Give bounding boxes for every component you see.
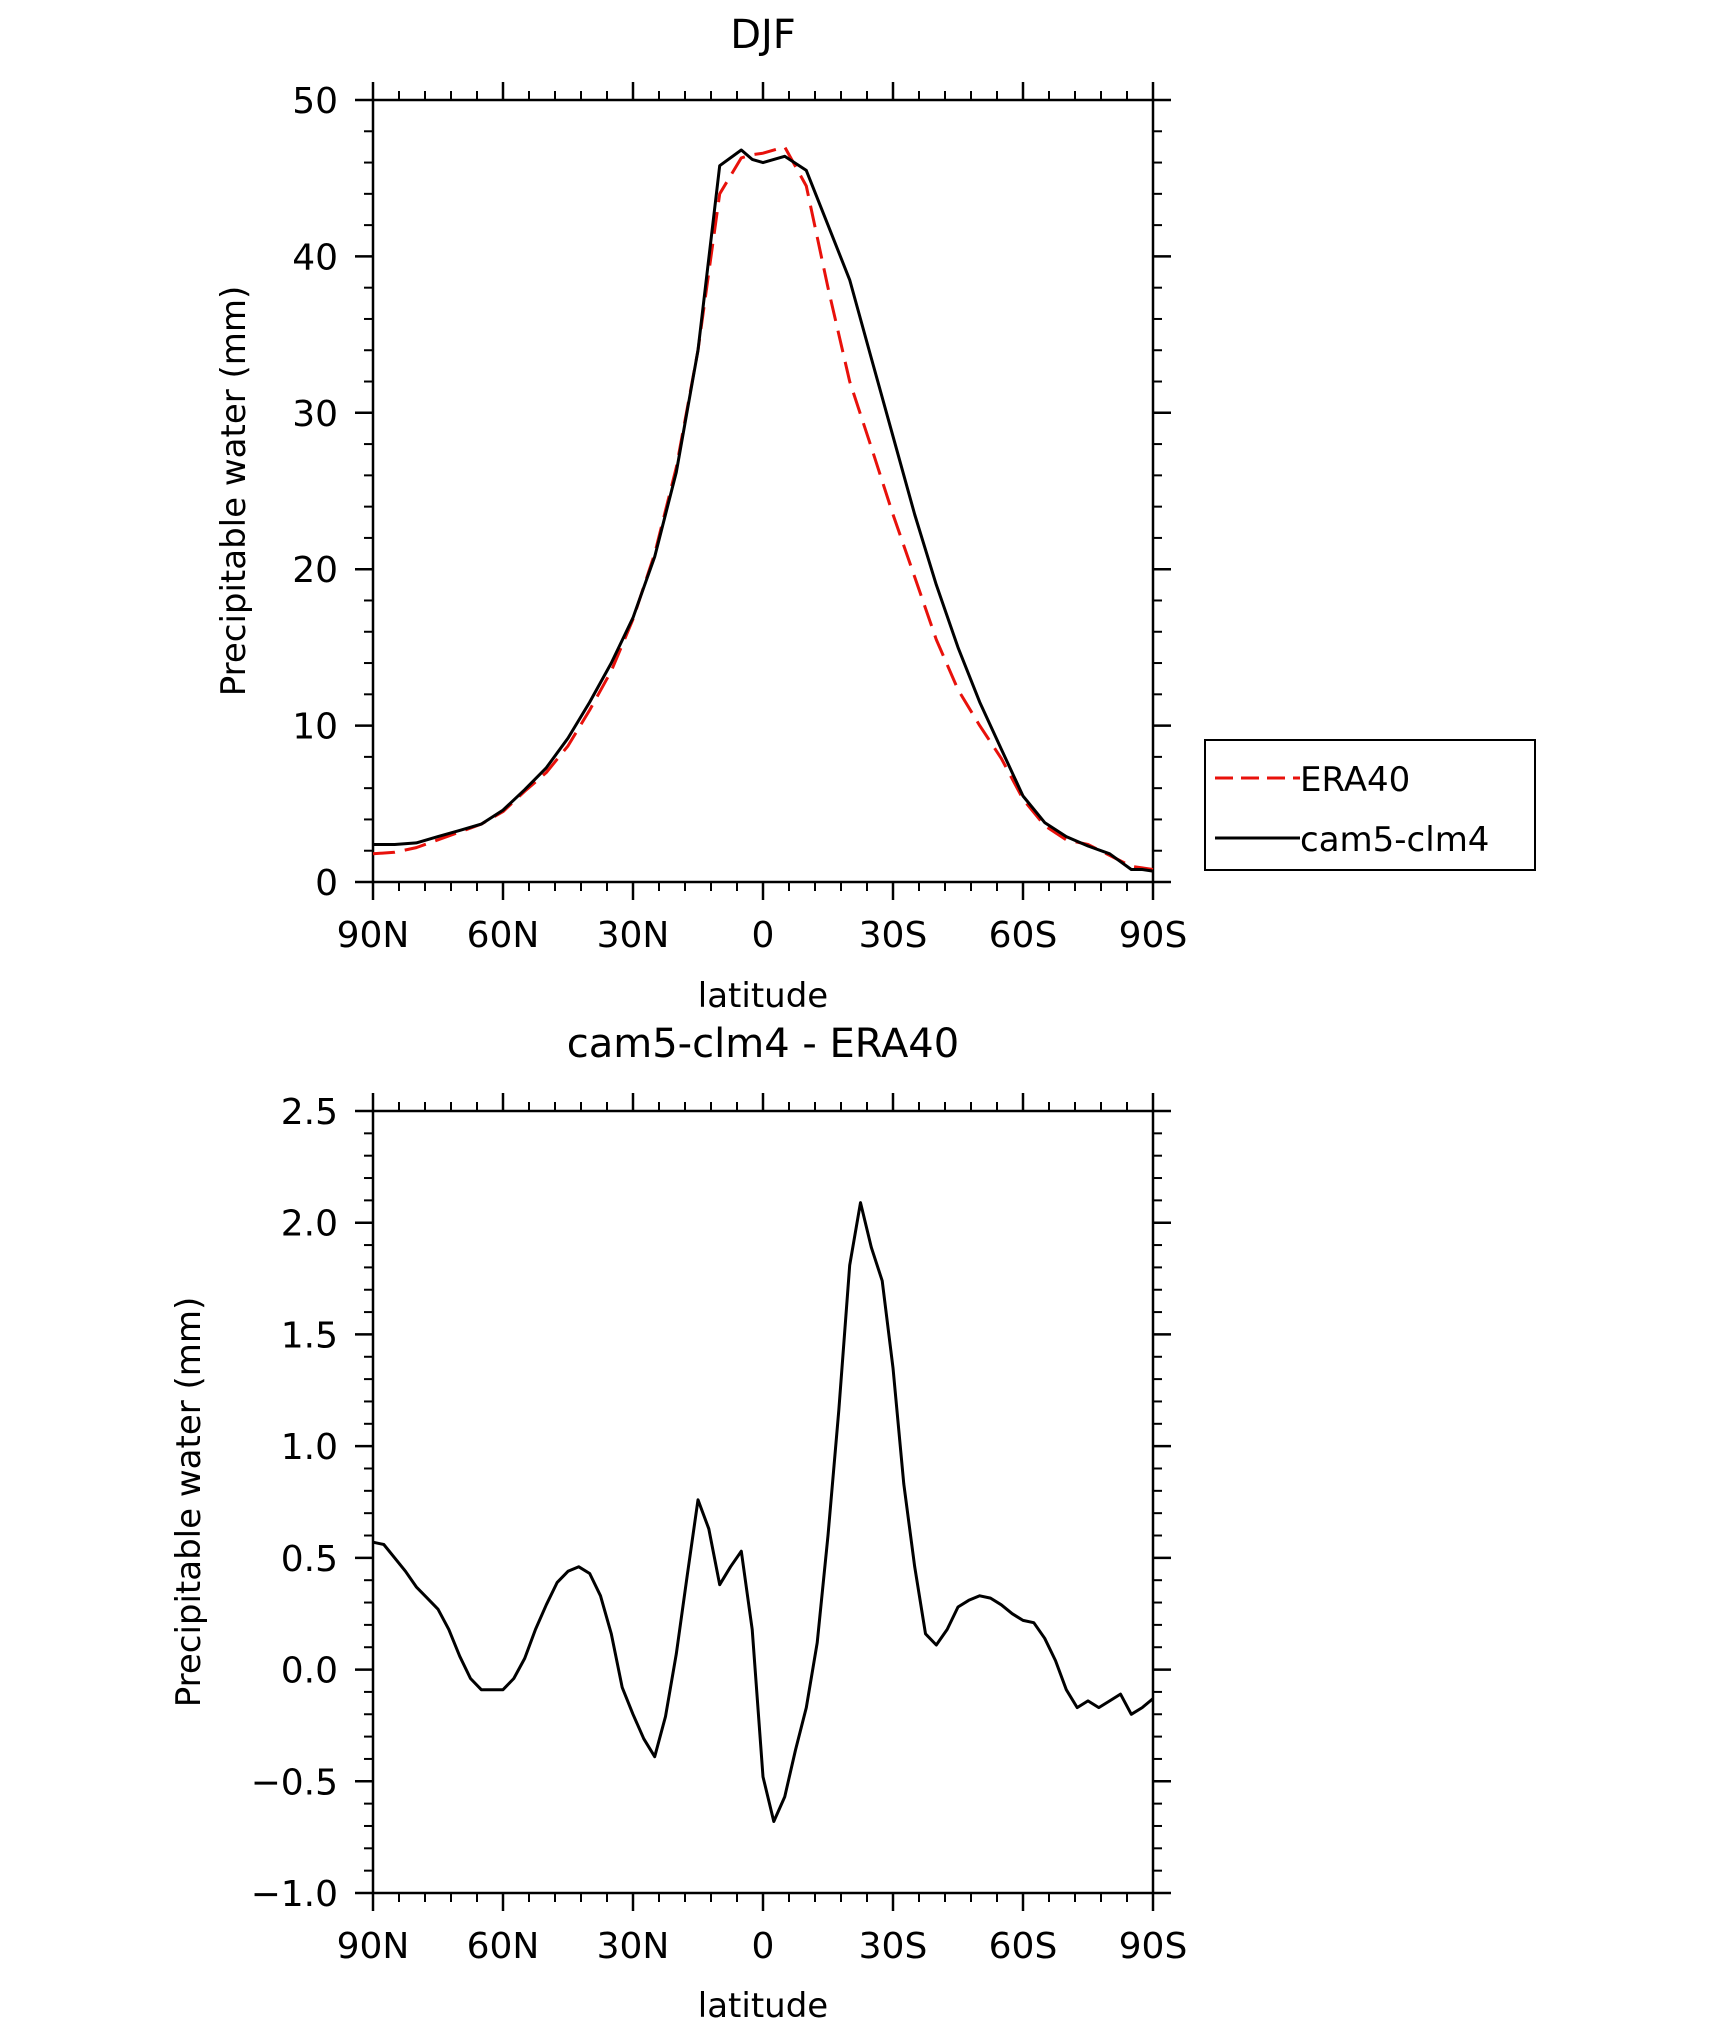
legend: ERA40 cam5-clm4 [1204,739,1536,871]
x-tick-label: 90S [1119,1926,1188,1967]
legend-box [1204,739,1536,871]
x-tick-label: 30S [859,915,928,956]
y-tick-label: −0.5 [251,1762,338,1803]
y-tick-label: 0.5 [281,1539,338,1580]
x-tick-label: 90N [337,915,410,956]
y-tick-label: 2.5 [281,1092,338,1133]
y-tick-label: 0 [315,863,338,904]
series-line-difference [372,1201,1154,1823]
x-tick-label: 30N [597,1926,670,1967]
chart-title: DJF [730,12,796,58]
x-tick-label: 60N [467,1926,540,1967]
x-tick-label: 0 [752,915,775,956]
y-tick-label: 50 [292,81,338,122]
y-tick-label: 0.0 [281,1651,338,1692]
x-tick-label: 90N [337,1926,410,1967]
y-tick-label: 30 [292,394,338,435]
x-tick-label: 30N [597,915,670,956]
x-tick-label: 90S [1119,915,1188,956]
y-tick-label: 20 [292,550,338,591]
x-tick-label: 60S [989,1926,1058,1967]
y-tick-label: 2.0 [281,1204,338,1245]
series-line-cam5-clm4 [373,148,1154,873]
chart-panel-2: cam5-clm4 - ERA40 90N 60N 30N 0 30S 60S 90S −1.0… [169,1021,1187,2021]
x-tick-label: 0 [752,1926,775,1967]
plot-frame [371,98,1155,884]
y-axis-label: Precipitable water (mm) [169,1297,209,1708]
chart-panel-1: DJF 90N 60N 30N 0 30S 60S 90S 0 10 20 30 40 50 latitud… [214,12,1536,1016]
series-line-era40 [372,145,1154,871]
x-tick-label: 60S [989,915,1058,956]
legend-label: ERA40 [1300,760,1410,800]
y-tick-label: 40 [292,237,338,278]
y-tick-label: 1.5 [281,1315,338,1356]
y-tick-label: 10 [292,707,338,748]
x-tick-label: 60N [467,915,540,956]
x-axis-label: latitude [698,1986,828,2021]
y-tick-label: 1.0 [281,1427,338,1468]
x-axis-label: latitude [698,976,828,1016]
x-tick-label: 30S [859,1926,928,1967]
legend-label: cam5-clm4 [1300,820,1489,860]
y-tick-label: −1.0 [251,1874,338,1915]
chart-title: cam5-clm4 - ERA40 [567,1021,959,1067]
y-axis-label: Precipitable water (mm) [214,286,254,697]
